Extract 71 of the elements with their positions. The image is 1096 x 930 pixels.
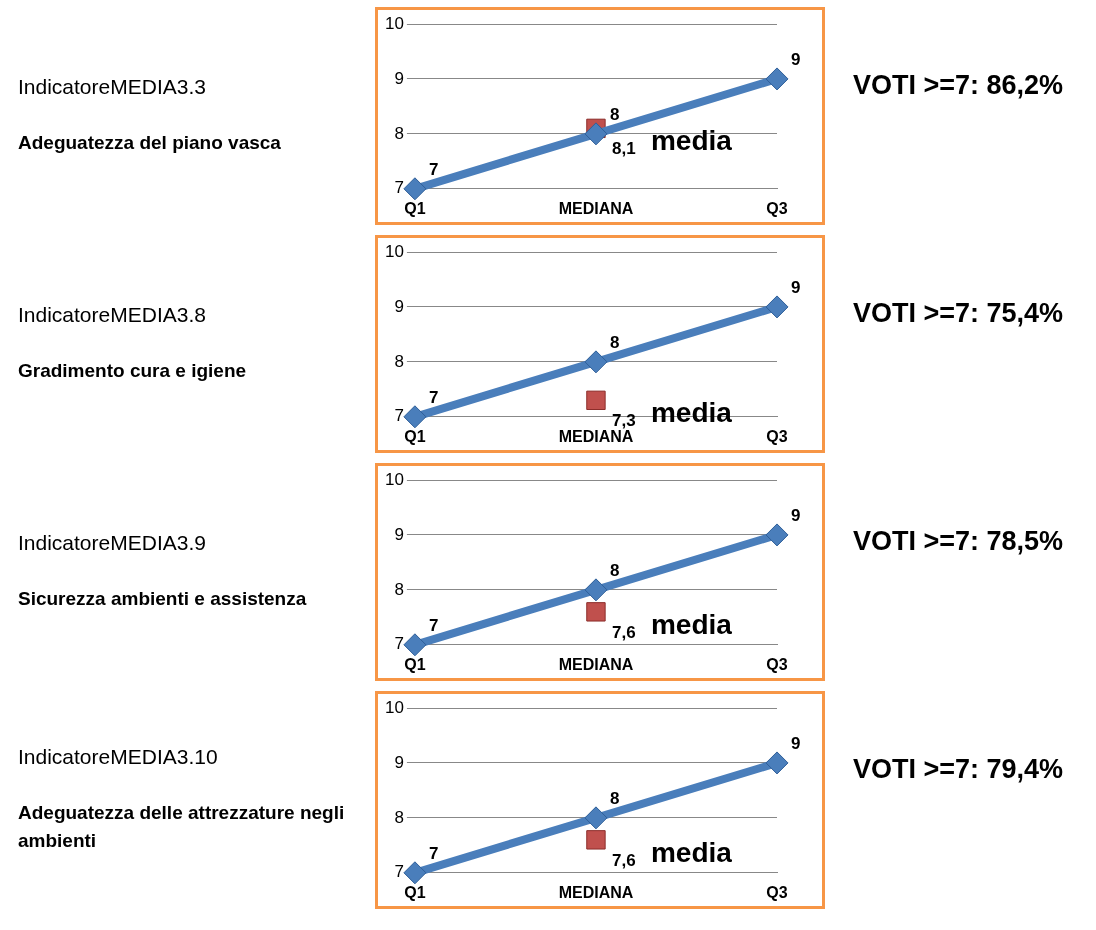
text: IndicatoreMEDIA3.8 (18, 302, 207, 327)
x-tick-label: MEDIANA (558, 199, 634, 217)
y-tick-label: 9 (394, 524, 404, 544)
point (584, 578, 608, 602)
y-tick-label: 8 (394, 351, 404, 371)
data-label: 8 (609, 332, 620, 352)
y-tick-label: 9 (394, 68, 404, 88)
y-tick-label: 10 (384, 13, 404, 33)
annotation: media (650, 125, 733, 157)
point (765, 295, 789, 319)
x-tick-label: Q3 (766, 427, 788, 445)
x-tick-label: Q1 (404, 427, 426, 445)
data-label: 7 (428, 159, 439, 179)
text: VOTI >=7: 86,2% (853, 70, 1064, 101)
x-tick-label: Q1 (404, 655, 426, 673)
y-tick-label: 8 (394, 579, 404, 599)
data-label: 7 (428, 843, 439, 863)
y-tick-label: 9 (394, 752, 404, 772)
annotation: media (650, 836, 733, 868)
x-tick-label: Q3 (766, 655, 788, 673)
y-tick-label: 7 (394, 178, 404, 198)
x-tick-label: Q1 (404, 199, 426, 217)
point (403, 633, 427, 657)
text: Gradimento cura e igiene (18, 358, 248, 383)
text: IndicatoreMEDIA3.10 (18, 744, 219, 769)
annotation: media (650, 397, 733, 429)
point (403, 177, 427, 201)
y-tick-label: 9 (394, 296, 404, 316)
data-label: 7 (428, 615, 439, 635)
x-tick-label: Q1 (404, 883, 426, 901)
text: IndicatoreMEDIA3.3 (18, 74, 207, 99)
x-tick-label: MEDIANA (558, 655, 634, 673)
text: IndicatoreMEDIA3.9 (18, 530, 207, 555)
text: VOTI >=7: 75,4% (853, 298, 1064, 329)
point (403, 861, 427, 885)
x-tick-label: MEDIANA (558, 883, 634, 901)
y-tick-label: 7 (394, 634, 404, 654)
y-tick-label: 10 (384, 469, 404, 489)
data-label: 9 (791, 733, 801, 753)
data-label: 9 (791, 49, 801, 69)
text: VOTI >=7: 78,5% (853, 526, 1064, 557)
annotation: media (650, 608, 733, 640)
y-tick-label: 10 (384, 697, 404, 717)
data-label: 8 (609, 104, 620, 124)
y-tick-label: 10 (384, 241, 404, 261)
y-tick-label: 8 (394, 807, 404, 827)
text: Sicurezza ambienti e assistenza (18, 586, 308, 611)
data-label: 8,1 (611, 139, 636, 159)
point (765, 751, 789, 775)
x-tick-label: Q3 (766, 883, 788, 901)
data-label: 9 (791, 505, 801, 525)
data-label: 7,6 (611, 850, 636, 870)
x-tick-label: Q3 (766, 199, 788, 217)
data-label: 7 (428, 387, 439, 407)
data-label: 9 (791, 277, 801, 297)
text: Adeguatezza delle attrezzature negli ambienti (18, 800, 346, 853)
point (584, 350, 608, 374)
data-label: 8 (609, 788, 620, 808)
point (765, 67, 789, 91)
data-label: 8 (609, 560, 620, 580)
y-tick-label: 7 (394, 406, 404, 426)
point (403, 405, 427, 429)
data-label: 7,3 (611, 411, 636, 431)
text: VOTI >=7: 79,4% (853, 754, 1064, 785)
data-label: 7,6 (611, 622, 636, 642)
point (765, 523, 789, 547)
point (584, 122, 608, 146)
point (584, 806, 608, 830)
y-tick-label: 7 (394, 862, 404, 882)
text: Adeguatezza del piano vasca (18, 130, 282, 155)
y-tick-label: 8 (394, 123, 404, 143)
